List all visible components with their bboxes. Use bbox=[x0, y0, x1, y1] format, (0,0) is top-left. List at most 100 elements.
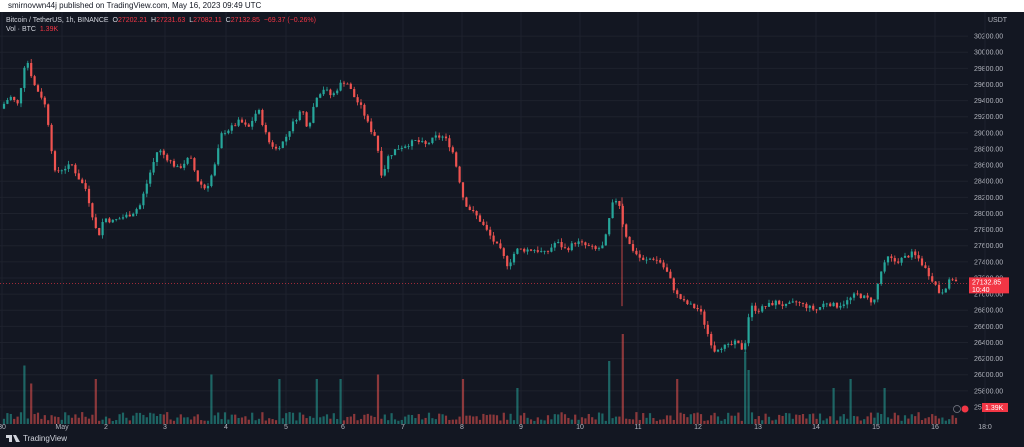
volume-bar bbox=[84, 416, 87, 424]
volume-bar bbox=[825, 418, 828, 424]
y-tick-label: 27000.00 bbox=[974, 292, 1003, 299]
candle-body bbox=[213, 164, 216, 176]
candle-body bbox=[356, 97, 359, 103]
candle-body bbox=[642, 257, 645, 261]
volume-bar bbox=[842, 414, 845, 424]
close-key: C bbox=[225, 17, 231, 24]
volume-bar bbox=[686, 417, 689, 424]
volume-bar bbox=[767, 416, 771, 424]
candle-body bbox=[781, 304, 784, 306]
volume-bar bbox=[288, 412, 291, 424]
candle-body bbox=[920, 258, 924, 266]
candle-body bbox=[543, 250, 546, 252]
volume-bar bbox=[359, 418, 363, 424]
volume-bar bbox=[859, 420, 862, 424]
candle-body bbox=[285, 136, 288, 142]
candle-body bbox=[118, 218, 121, 220]
candle-body bbox=[829, 303, 832, 307]
symbol-label[interactable]: Bitcoin / TetherUS, 1h, BINANCE bbox=[6, 17, 109, 24]
volume-bar bbox=[203, 420, 206, 424]
candle-body bbox=[625, 224, 628, 237]
volume-bar bbox=[128, 420, 131, 424]
y-tick-label: 30000.00 bbox=[974, 50, 1003, 57]
volume-bar bbox=[951, 415, 954, 424]
volume-bar bbox=[227, 419, 230, 424]
candle-body bbox=[577, 241, 580, 245]
candle-body bbox=[145, 183, 148, 194]
volume-bar bbox=[710, 415, 713, 424]
volume-bar bbox=[237, 417, 240, 424]
x-tick-label: 2 bbox=[104, 424, 108, 431]
candle-body bbox=[264, 125, 267, 133]
candle-body bbox=[618, 201, 621, 206]
candle-body bbox=[166, 154, 169, 161]
candle-body bbox=[70, 164, 74, 166]
volume-bar bbox=[645, 417, 648, 424]
volume-bar bbox=[329, 418, 332, 424]
candle-body bbox=[720, 348, 723, 350]
volume-bar bbox=[111, 420, 114, 424]
y-tick-label: 30200.00 bbox=[974, 34, 1003, 41]
volume-bar bbox=[363, 414, 366, 424]
candle-body bbox=[519, 248, 522, 250]
candle-body bbox=[404, 146, 407, 148]
y-tick-label: 26800.00 bbox=[974, 308, 1003, 315]
candle-body bbox=[407, 146, 410, 147]
volume-bar bbox=[135, 412, 138, 424]
candle-body bbox=[230, 125, 233, 131]
volume-bar bbox=[162, 414, 165, 424]
volume-bar bbox=[937, 418, 941, 424]
candle-body bbox=[951, 279, 954, 281]
volume-bar bbox=[601, 413, 604, 424]
candle-body bbox=[36, 85, 40, 92]
volume-bar bbox=[295, 420, 298, 424]
candle-body bbox=[370, 121, 373, 133]
volume-label[interactable]: Vol · BTC bbox=[6, 26, 36, 33]
candle-body bbox=[580, 241, 584, 243]
candle-body bbox=[23, 67, 26, 89]
candle-body bbox=[414, 140, 417, 141]
candle-body bbox=[645, 259, 648, 261]
volume-bar bbox=[387, 420, 390, 424]
candle-body bbox=[155, 152, 159, 163]
volume-bar bbox=[920, 420, 924, 424]
candle-body bbox=[584, 242, 587, 246]
volume-bar bbox=[104, 416, 108, 424]
volume-bar bbox=[713, 412, 716, 424]
candle-body bbox=[778, 300, 781, 305]
volume-bar bbox=[57, 417, 60, 424]
candle-body bbox=[737, 340, 740, 344]
candle-body bbox=[254, 113, 257, 121]
volume-bar bbox=[941, 417, 944, 424]
volume-bar bbox=[410, 415, 414, 424]
volume-bar bbox=[754, 419, 757, 424]
candle-body bbox=[808, 305, 811, 309]
candle-body bbox=[526, 249, 529, 252]
candle-body bbox=[733, 340, 737, 345]
y-tick-label: 29200.00 bbox=[974, 114, 1003, 121]
candle-body bbox=[77, 173, 80, 180]
candle-body bbox=[944, 288, 947, 293]
y-tick-label: 29600.00 bbox=[974, 82, 1003, 89]
y-tick-label: 28000.00 bbox=[974, 211, 1003, 218]
candle-body bbox=[431, 137, 434, 144]
candle-body bbox=[223, 133, 227, 134]
volume-bar bbox=[179, 414, 182, 424]
volume-bar bbox=[924, 418, 927, 424]
candle-body bbox=[84, 183, 87, 189]
high-value: 27231.63 bbox=[156, 17, 186, 24]
candle-body bbox=[893, 258, 896, 262]
candle-body bbox=[363, 104, 366, 116]
candle-body bbox=[451, 147, 454, 153]
volume-bar bbox=[400, 419, 403, 424]
volume-bar bbox=[699, 414, 703, 424]
volume-bar bbox=[206, 420, 210, 424]
volume-bar bbox=[846, 418, 849, 424]
alert-circle-icon bbox=[961, 405, 969, 413]
price-chart[interactable]: 30200.00 30000.00 29800.00 29600.00 29400.00… bbox=[0, 12, 1024, 447]
candle-body bbox=[948, 279, 951, 289]
candle-body bbox=[822, 303, 825, 308]
volume-bar bbox=[87, 418, 91, 424]
candle-body bbox=[570, 243, 573, 251]
volume-bar bbox=[451, 419, 454, 424]
